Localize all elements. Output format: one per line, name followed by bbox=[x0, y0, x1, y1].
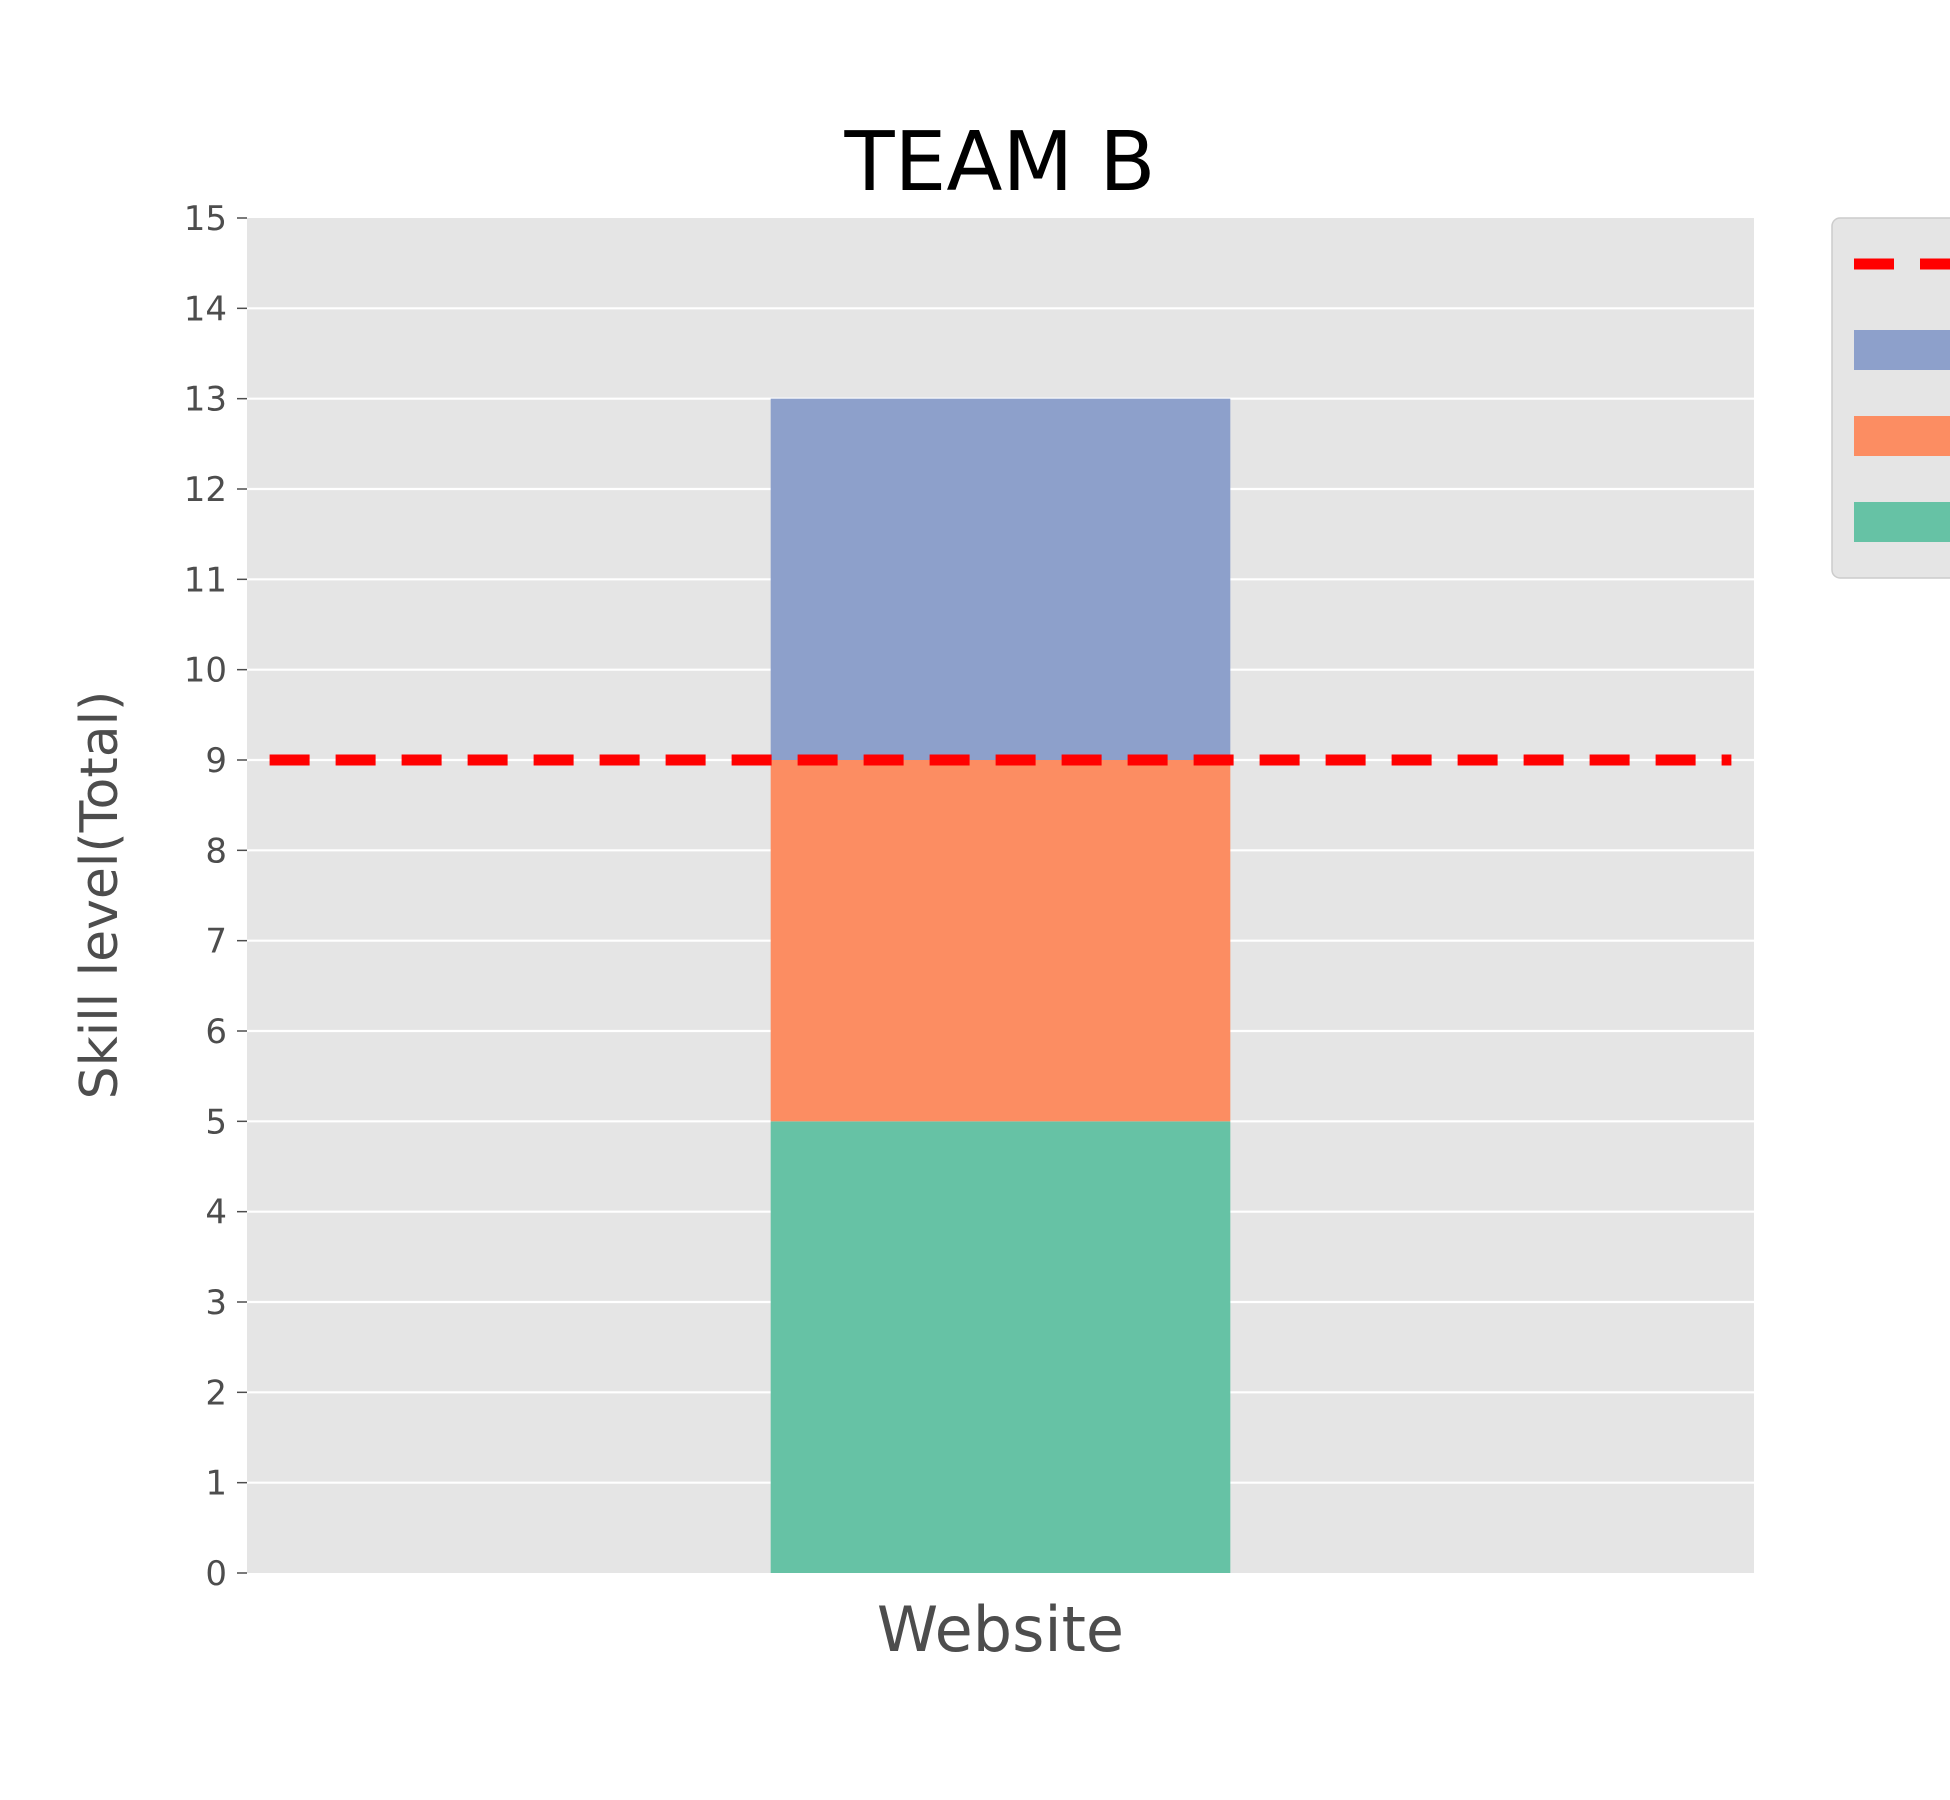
y-tick-label: 5 bbox=[205, 1102, 227, 1142]
bar-segment bbox=[770, 1121, 1231, 1573]
y-tick-label: 2 bbox=[205, 1373, 227, 1413]
y-tick-label: 15 bbox=[184, 199, 227, 239]
y-tick-label: 12 bbox=[184, 470, 227, 510]
y-tick-label: 10 bbox=[184, 651, 227, 691]
legend-box bbox=[1831, 217, 1950, 579]
y-tick-label: 6 bbox=[205, 1012, 227, 1052]
y-tick-label: 11 bbox=[184, 560, 227, 600]
legend-patch-swatch bbox=[1854, 416, 1950, 456]
y-tick-label: 3 bbox=[205, 1283, 227, 1323]
y-axis-label: Skill level(Total) bbox=[70, 691, 130, 1100]
legend-patch-swatch bbox=[1854, 502, 1950, 542]
y-tick-label: 1 bbox=[205, 1464, 227, 1504]
legend bbox=[1831, 217, 1950, 579]
x-category-label: Website bbox=[877, 1593, 1124, 1666]
y-tick-label: 14 bbox=[184, 289, 227, 329]
y-tick-label: 9 bbox=[205, 741, 227, 781]
bar-segment bbox=[770, 398, 1231, 760]
bar-segment bbox=[770, 760, 1231, 1122]
y-tick-label: 0 bbox=[205, 1554, 227, 1594]
y-tick-label: 7 bbox=[205, 922, 227, 962]
bars bbox=[770, 398, 1231, 1573]
y-tick-label: 13 bbox=[184, 380, 227, 420]
y-tick-label: 8 bbox=[205, 831, 227, 871]
legend-patch-swatch bbox=[1854, 330, 1950, 370]
y-tick-label: 4 bbox=[205, 1193, 227, 1233]
chart-title: TEAM B bbox=[843, 115, 1155, 210]
x-axis: Website bbox=[877, 1593, 1124, 1666]
